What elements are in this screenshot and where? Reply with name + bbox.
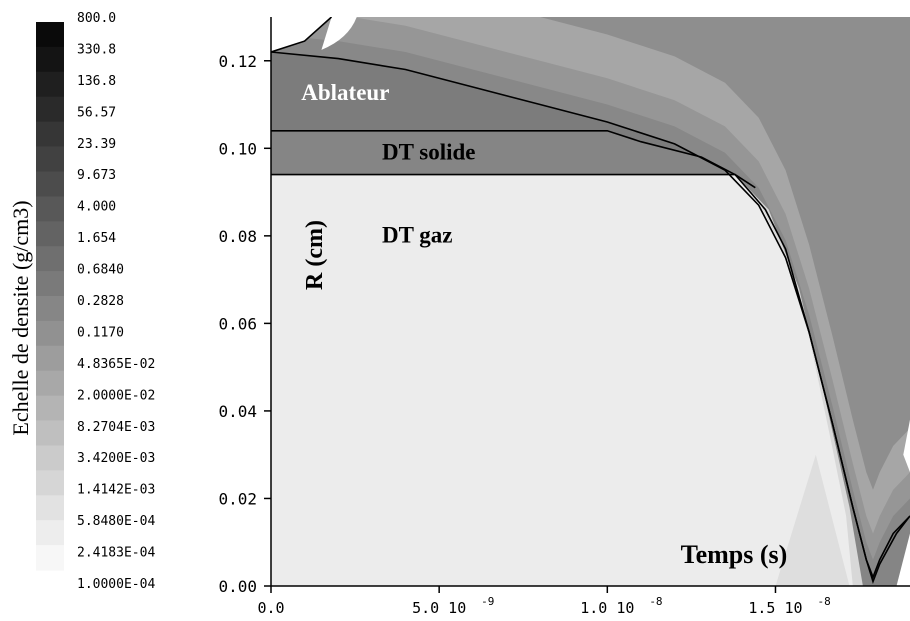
inner-boundary-line: [271, 130, 910, 585]
colorbar-swatch: [36, 96, 64, 123]
colorbar-label: 9.673: [77, 168, 116, 183]
x-ticks: 0.0 5.0 10 -9 1.0 10 -8 1.5 10 -8: [257, 586, 831, 617]
colorbar-swatch: [36, 395, 64, 422]
colorbar-swatch: [36, 121, 64, 148]
colorbar-swatch: [36, 470, 64, 496]
colorbar-label: 3.4200E-03: [77, 451, 155, 466]
vacuum-wedge: [896, 533, 910, 586]
y-tick-label: 0.08: [218, 227, 257, 246]
region-labels: Ablateur DT solide DT gaz: [301, 80, 475, 247]
fuel-boundary-line: [271, 173, 756, 189]
colorbar-swatch: [36, 271, 64, 297]
colorbar-swatch: [36, 545, 64, 571]
plot-area: [271, 17, 910, 586]
region-label: DT gaz: [382, 222, 453, 247]
y-tick-label: 0.12: [218, 52, 257, 71]
colorbar-swatch: [36, 146, 64, 172]
y-tick-label: 0.10: [218, 139, 257, 158]
colorbar-label: 0.1170: [77, 325, 124, 340]
axes: [270, 17, 910, 587]
colorbar-label: 0.6840: [77, 263, 124, 278]
colorbar-swatch: [36, 420, 64, 446]
x-tick-label: 5.0 10: [412, 599, 466, 617]
colorbar-label: 56.57: [77, 105, 116, 120]
colorbar-label: 4.8365E-02: [77, 357, 155, 372]
outer-boundary-line: [271, 51, 910, 580]
colorbar-swatch: [36, 22, 64, 48]
y-tick-label: 0.02: [218, 489, 257, 508]
colorbar-label: 136.8: [77, 74, 116, 89]
x-tick-exponent: -8: [649, 595, 662, 608]
colorbar-label: 5.8480E-04: [77, 514, 155, 529]
x-tick-label: 1.0 10: [580, 599, 634, 617]
colorbar-swatch: [36, 445, 64, 471]
vacuum-pocket: [271, 17, 332, 52]
y-ticks: 0.00 0.02 0.04 0.06 0.08 0.10 0.12: [218, 52, 271, 596]
colorbar-swatch: [36, 520, 64, 546]
colorbar-swatch: [36, 196, 64, 222]
colorbar-label: 23.39: [77, 137, 116, 152]
colorbar-label: 4.000: [77, 200, 116, 215]
region-label: DT solide: [382, 139, 476, 164]
y-tick-label: 0.00: [218, 577, 257, 596]
y-tick-label: 0.04: [218, 402, 257, 421]
y-tick-label: 0.06: [218, 314, 257, 333]
colorbar-swatch: [36, 345, 64, 372]
x-tick-exponent: -8: [817, 595, 830, 608]
colorbar-label: 1.4142E-03: [77, 483, 155, 498]
vacuum-pocket: [321, 17, 357, 50]
colorbar-label: 1.654: [77, 231, 116, 246]
colorbar-label: 800.0: [77, 11, 116, 26]
colorbar-swatch: [36, 71, 64, 98]
gas-region: [271, 174, 853, 586]
colorbar-label: 8.2704E-03: [77, 420, 155, 435]
colorbar: [36, 22, 64, 571]
colorbar-label: 2.0000E-02: [77, 388, 155, 403]
colorbar-swatch: [36, 221, 64, 247]
colorbar-swatch: [36, 370, 64, 397]
colorbar-swatch: [36, 171, 64, 197]
upper-left-curve: [271, 17, 333, 53]
colorbar-swatch: [36, 495, 64, 521]
y-axis-label: R (cm): [302, 220, 328, 290]
x-tick-label: 0.0: [257, 599, 284, 617]
x-tick-label: 1.5 10: [748, 599, 802, 617]
colorbar-labels: 800.0 330.8 136.8 56.57 23.39 9.673 4.000 1.654…: [77, 11, 155, 592]
colorbar-swatch: [36, 320, 64, 347]
vacuum-wedge: [903, 419, 910, 473]
colorbar-label: 0.2828: [77, 294, 124, 309]
colorbar-title: Echelle de densite (g/cm3): [8, 200, 33, 435]
colorbar-label: 2.4183E-04: [77, 546, 155, 561]
region-label: Ablateur: [301, 80, 389, 105]
colorbar-swatch: [36, 46, 64, 73]
colorbar-swatch: [36, 296, 64, 322]
gas-edge-sliver: [775, 454, 850, 586]
colorbar-label: 330.8: [77, 42, 116, 57]
colorbar-label: 1.0000E-04: [77, 577, 155, 592]
x-tick-exponent: -9: [481, 595, 494, 608]
x-axis-label: Temps (s): [681, 540, 788, 569]
colorbar-swatch: [36, 246, 64, 272]
